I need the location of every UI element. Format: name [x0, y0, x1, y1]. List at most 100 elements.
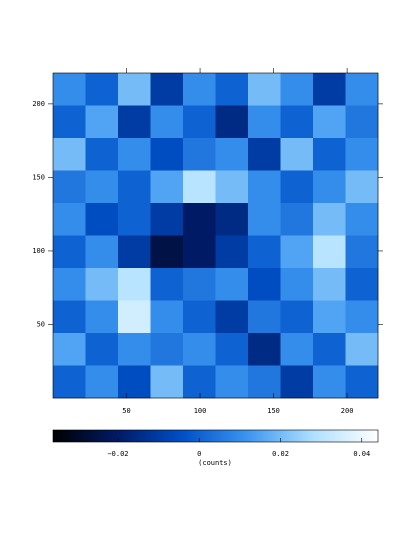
heat-cell — [215, 73, 249, 106]
heat-cell — [53, 138, 86, 171]
heat-cell — [248, 73, 281, 106]
heat-cell — [183, 333, 216, 366]
heat-cell — [280, 365, 314, 399]
heat-cell — [53, 170, 86, 204]
heat-cell — [53, 235, 86, 269]
heat-cell — [280, 300, 314, 334]
colorbar-tick-label: 0.02 — [272, 450, 289, 458]
heat-cell — [118, 73, 151, 106]
heat-cell — [345, 203, 379, 236]
heat-cell — [280, 268, 314, 301]
heat-cell — [313, 365, 346, 399]
heat-cell — [53, 268, 86, 301]
heat-cell — [53, 105, 86, 139]
heat-cell — [345, 300, 379, 334]
heat-cell — [85, 235, 119, 269]
heat-cell — [280, 235, 314, 269]
heat-cell — [150, 170, 184, 204]
heat-cell — [280, 333, 314, 366]
heat-cell — [183, 105, 216, 139]
heat-cell — [85, 365, 119, 399]
y-tick-label: 50 — [37, 320, 45, 328]
heat-cell — [313, 268, 346, 301]
heat-cell — [118, 170, 151, 204]
heat-cell — [215, 300, 249, 334]
heat-cell — [345, 268, 379, 301]
colorbar-label: (counts) — [198, 459, 232, 467]
heat-cell — [118, 333, 151, 366]
heat-cell — [248, 203, 281, 236]
y-tick-label: 150 — [32, 173, 45, 181]
heat-cell — [183, 235, 216, 269]
heat-cell — [345, 333, 379, 366]
heat-cell — [53, 73, 86, 106]
heat-cell — [150, 105, 184, 139]
heat-cell — [85, 138, 119, 171]
heat-cell — [313, 333, 346, 366]
heat-cell — [280, 73, 314, 106]
heat-cell — [345, 235, 379, 269]
heat-cell — [53, 365, 86, 399]
heat-cell — [280, 138, 314, 171]
heat-cell — [118, 138, 151, 171]
heat-cell — [183, 268, 216, 301]
heat-cell — [313, 300, 346, 334]
heat-cell — [345, 170, 379, 204]
heat-cell — [280, 203, 314, 236]
heat-cell — [118, 300, 151, 334]
colorbar — [52, 429, 379, 443]
heat-cell — [85, 268, 119, 301]
x-tick-label: 100 — [194, 407, 207, 415]
heat-cell — [53, 300, 86, 334]
heat-cell — [215, 170, 249, 204]
heat-cell — [150, 73, 184, 106]
heat-cell — [85, 203, 119, 236]
heat-cell — [280, 170, 314, 204]
heat-cell — [215, 105, 249, 139]
heat-cell — [313, 235, 346, 269]
heat-cell — [183, 365, 216, 399]
x-tick-label: 200 — [341, 407, 354, 415]
colorbar-tick-label: −0.02 — [107, 450, 128, 458]
y-tick-label: 100 — [32, 247, 45, 255]
heat-cell — [150, 300, 184, 334]
heat-cell — [248, 300, 281, 334]
heat-cell — [118, 365, 151, 399]
x-tick-label: 150 — [267, 407, 280, 415]
heat-cell — [345, 138, 379, 171]
heat-cell — [183, 138, 216, 171]
heat-cell — [53, 333, 86, 366]
x-tick-label: 50 — [122, 407, 130, 415]
heat-cell — [150, 333, 184, 366]
heat-cell — [313, 203, 346, 236]
heat-cell — [118, 105, 151, 139]
colorbar-tick-label: 0 — [197, 450, 201, 458]
heat-cell — [85, 300, 119, 334]
heat-cell — [248, 138, 281, 171]
heat-cell — [280, 105, 314, 139]
heat-cell — [53, 203, 86, 236]
heat-cell — [248, 235, 281, 269]
heat-cell — [85, 105, 119, 139]
heat-cell — [85, 170, 119, 204]
heat-cell — [183, 73, 216, 106]
y-tick-label: 200 — [32, 100, 45, 108]
heat-cell — [215, 138, 249, 171]
plot-frame — [52, 72, 379, 399]
heatmap — [53, 73, 379, 399]
heat-cell — [248, 170, 281, 204]
heat-cell — [118, 235, 151, 269]
heat-cell — [85, 73, 119, 106]
heat-cell — [118, 203, 151, 236]
heat-cell — [248, 105, 281, 139]
heat-cell — [215, 203, 249, 236]
heat-cell — [150, 203, 184, 236]
heat-cell — [215, 365, 249, 399]
heat-cell — [215, 268, 249, 301]
heat-cell — [345, 365, 379, 399]
heat-cell — [313, 138, 346, 171]
heat-cell — [313, 170, 346, 204]
heat-cell — [85, 333, 119, 366]
heat-cell — [345, 73, 379, 106]
